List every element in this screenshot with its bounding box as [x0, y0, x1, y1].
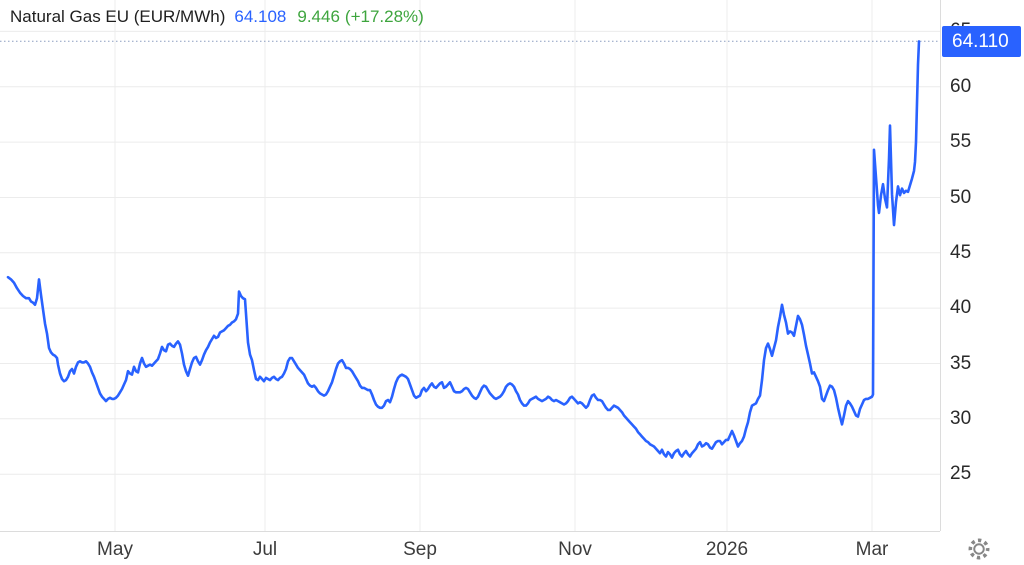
y-axis-label: 45	[950, 241, 972, 263]
chart-legend: Natural Gas EU (EUR/MWh) 64.108 9.446 (+17.…	[10, 6, 424, 28]
y-axis-label: 55	[950, 131, 972, 153]
x-axis-label: 2026	[705, 539, 749, 560]
change-value: 9.446	[297, 7, 340, 26]
last-price-tag-value: 64.110	[952, 31, 1009, 52]
y-axis-label: 50	[950, 186, 972, 208]
y-axis-label: 25	[950, 463, 972, 485]
x-axis-label: Jul	[252, 539, 278, 560]
x-axis-label: Sep	[403, 539, 437, 560]
settings-gear-icon[interactable]	[966, 536, 992, 562]
last-value: 64.108	[234, 7, 287, 26]
last-price-tag: 64.110	[942, 26, 1021, 57]
x-axis-label: May	[97, 539, 133, 560]
y-axis-label: 35	[950, 352, 972, 374]
y-axis-label: 60	[950, 75, 972, 97]
change-percent: (+17.28%)	[344, 7, 424, 26]
instrument-title: Natural Gas EU (EUR/MWh)	[10, 7, 226, 26]
price-line-series	[6, 40, 921, 459]
y-axis-label: 40	[950, 297, 972, 319]
y-axis-label: 30	[950, 407, 972, 429]
x-axis-label: Nov	[558, 539, 592, 560]
x-axis-label: Mar	[855, 539, 889, 560]
